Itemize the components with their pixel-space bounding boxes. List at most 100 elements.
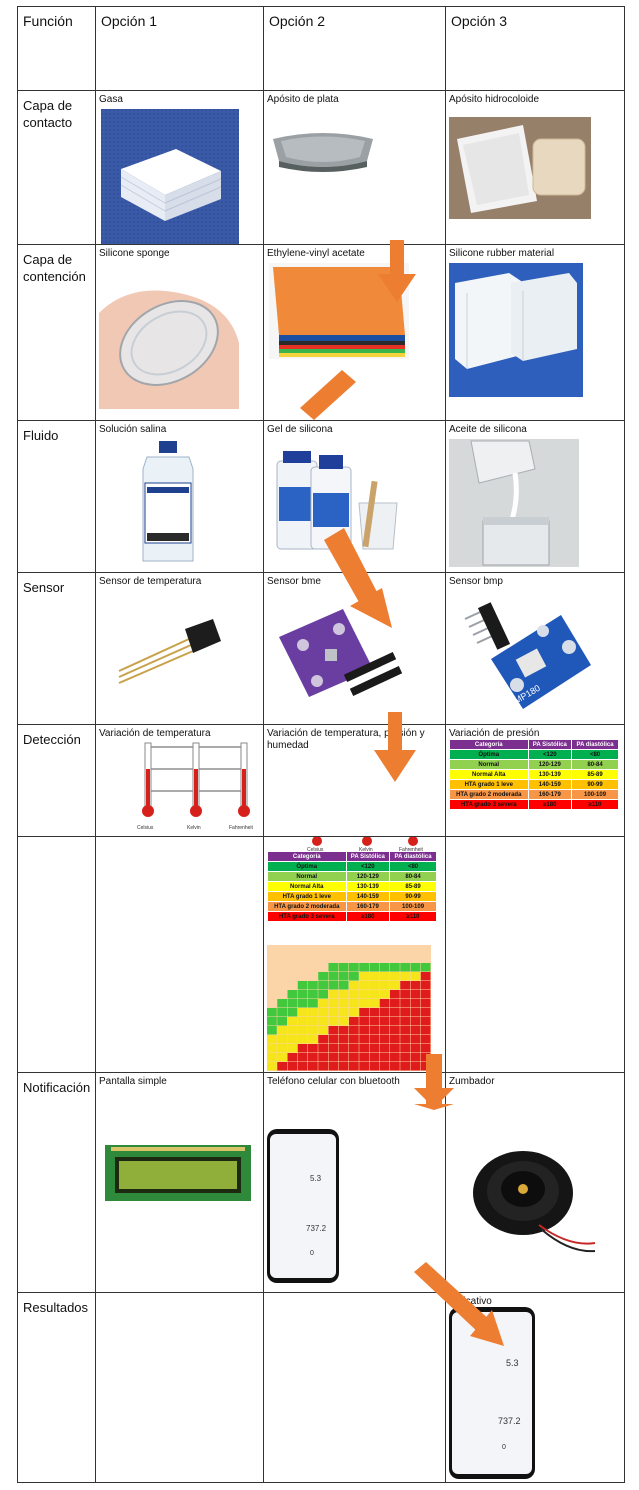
bp-header: PA diastólica: [571, 739, 619, 750]
bp-cell: 140-159: [527, 779, 573, 790]
heat-index-cell: [390, 1008, 400, 1017]
heat-index-cell: [390, 963, 400, 972]
heat-index-cell: [369, 1008, 380, 1017]
heat-index-cell: [287, 1008, 298, 1017]
heat-index-cell: [390, 1062, 400, 1071]
heat-index-cell: [267, 1044, 277, 1053]
heat-index-cell: [359, 1044, 369, 1053]
bp-cell: 80-84: [571, 759, 619, 770]
heat-index-cell: [349, 972, 359, 981]
heat-index-cell: [410, 999, 421, 1008]
thermometer-scales-image: Celsius Kelvin Fahrenheit: [137, 742, 254, 831]
option-label: Variación de temperatura: [99, 728, 211, 739]
row-label: Capa de contacto: [23, 98, 73, 130]
heat-index-cell: [308, 990, 318, 999]
heat-index-cell: [400, 981, 410, 990]
heat-index-cell: [287, 1026, 298, 1035]
bp-header: PA diastólica: [389, 851, 437, 862]
row-detection: Detección Variación de temperatura Celsi…: [17, 724, 625, 831]
bp-cell: 80-84: [389, 871, 437, 882]
heat-index-cell: [410, 1062, 421, 1071]
header-option1: Opción 1: [101, 13, 158, 29]
silver-dressing-image: [273, 133, 373, 172]
bp-cell: 120-129: [345, 871, 391, 882]
heat-index-cell: [400, 1053, 410, 1062]
heat-index-cell: [379, 1053, 390, 1062]
heat-index-cell: [420, 1026, 431, 1035]
row-results: Resultados Aplicativo 5.3 737.2 0: [17, 1292, 625, 1483]
heat-index-cell: [400, 1035, 410, 1044]
heat-index-cell: [369, 990, 380, 999]
bp-cell: HTA grado 2 moderada: [267, 901, 347, 912]
heat-index-cell: [297, 990, 308, 999]
temperature-sensor-image: [118, 619, 221, 684]
row-contact-layer: Capa de contacto Gasa Apósito de plata: [17, 90, 625, 245]
heat-index-cell: [297, 1017, 308, 1026]
heat-index-cell: [287, 1053, 298, 1062]
heat-index-cell: [318, 1035, 328, 1044]
bp-cell: 85-89: [389, 881, 437, 892]
heat-index-cell: [318, 972, 328, 981]
bp-cell: 160-179: [527, 789, 573, 800]
silicone-oil-image: [449, 439, 579, 567]
bp-cell: HTA grado 2 moderada: [449, 789, 529, 800]
heat-index-cell: [390, 999, 400, 1008]
row-label: Notificación: [23, 1080, 91, 1095]
heat-index-cell: [400, 1044, 410, 1053]
heat-index-cell: [379, 963, 390, 972]
header-row: Función Opción 1 Opción 2 Opción 3: [17, 6, 625, 91]
phone-value: 0: [502, 1444, 506, 1451]
heat-index-cell: [379, 981, 390, 990]
heat-index-cell: [400, 990, 410, 999]
heat-index-cell: [308, 1026, 318, 1035]
bp-cell: ≥180: [345, 911, 391, 922]
heat-index-cell: [267, 1008, 277, 1017]
bp-header: Categoría: [267, 851, 347, 862]
grid-line: [624, 6, 625, 1482]
heat-index-cell: [267, 1026, 277, 1035]
fahrenheit-label: Fahrenheit: [229, 825, 254, 831]
heat-index-cell: [267, 1017, 277, 1026]
option-label: Aceite de silicona: [449, 424, 527, 435]
heat-index-cell: [369, 1035, 380, 1044]
bp-cell: 90-99: [571, 779, 619, 790]
bp-cell: 100-109: [571, 789, 619, 800]
heat-index-cell: [297, 1062, 308, 1071]
heat-index-cell: [297, 1008, 308, 1017]
heat-index-cell: [287, 1017, 298, 1026]
heat-index-cell: [369, 972, 380, 981]
gauze-image: [101, 109, 239, 245]
bp-cell: <80: [389, 861, 437, 872]
row-containment-layer: Capa de contención Silicone sponge Ethyl…: [17, 244, 625, 412]
bp-cell: ≥180: [527, 799, 573, 810]
comparison-table: Función Opción 1 Opción 2 Opción 3 Capa …: [17, 6, 625, 1483]
heat-index-cell: [349, 1008, 359, 1017]
heat-index-cell: [369, 981, 380, 990]
heat-index-cell: [328, 1062, 339, 1071]
heat-index-cell: [410, 1008, 421, 1017]
bp-cell: 85-89: [571, 769, 619, 780]
fahrenheit-label: Fahrenheit: [399, 847, 424, 851]
silicone-sponge-image: [99, 263, 245, 409]
bp-cell: 160-179: [345, 901, 391, 912]
option-label: Apósito de plata: [267, 94, 339, 105]
eva-sheets-image: [269, 263, 409, 359]
heat-index-cell: [400, 1062, 410, 1071]
heat-index-cell: [318, 1062, 328, 1071]
option-label: Pantalla simple: [99, 1076, 167, 1087]
heat-index-cell: [318, 1017, 328, 1026]
heat-index-cell: [359, 999, 369, 1008]
heat-index-cell: [318, 999, 328, 1008]
heat-index-cell: [359, 963, 369, 972]
heat-index-cell: [349, 1017, 359, 1026]
row-label: Sensor: [23, 580, 65, 595]
bp-cell: 90-99: [389, 891, 437, 902]
hydrocolloid-image: [449, 117, 591, 219]
row-label: Capa de contención: [23, 252, 86, 284]
bp-cell: Óptima: [267, 861, 347, 872]
phone-value: 737.2: [306, 1224, 327, 1233]
heat-index-cell: [410, 1026, 421, 1035]
heat-index-cell: [359, 1035, 369, 1044]
heat-index-cell: [267, 1035, 277, 1044]
bp-cell: <120: [345, 861, 391, 872]
